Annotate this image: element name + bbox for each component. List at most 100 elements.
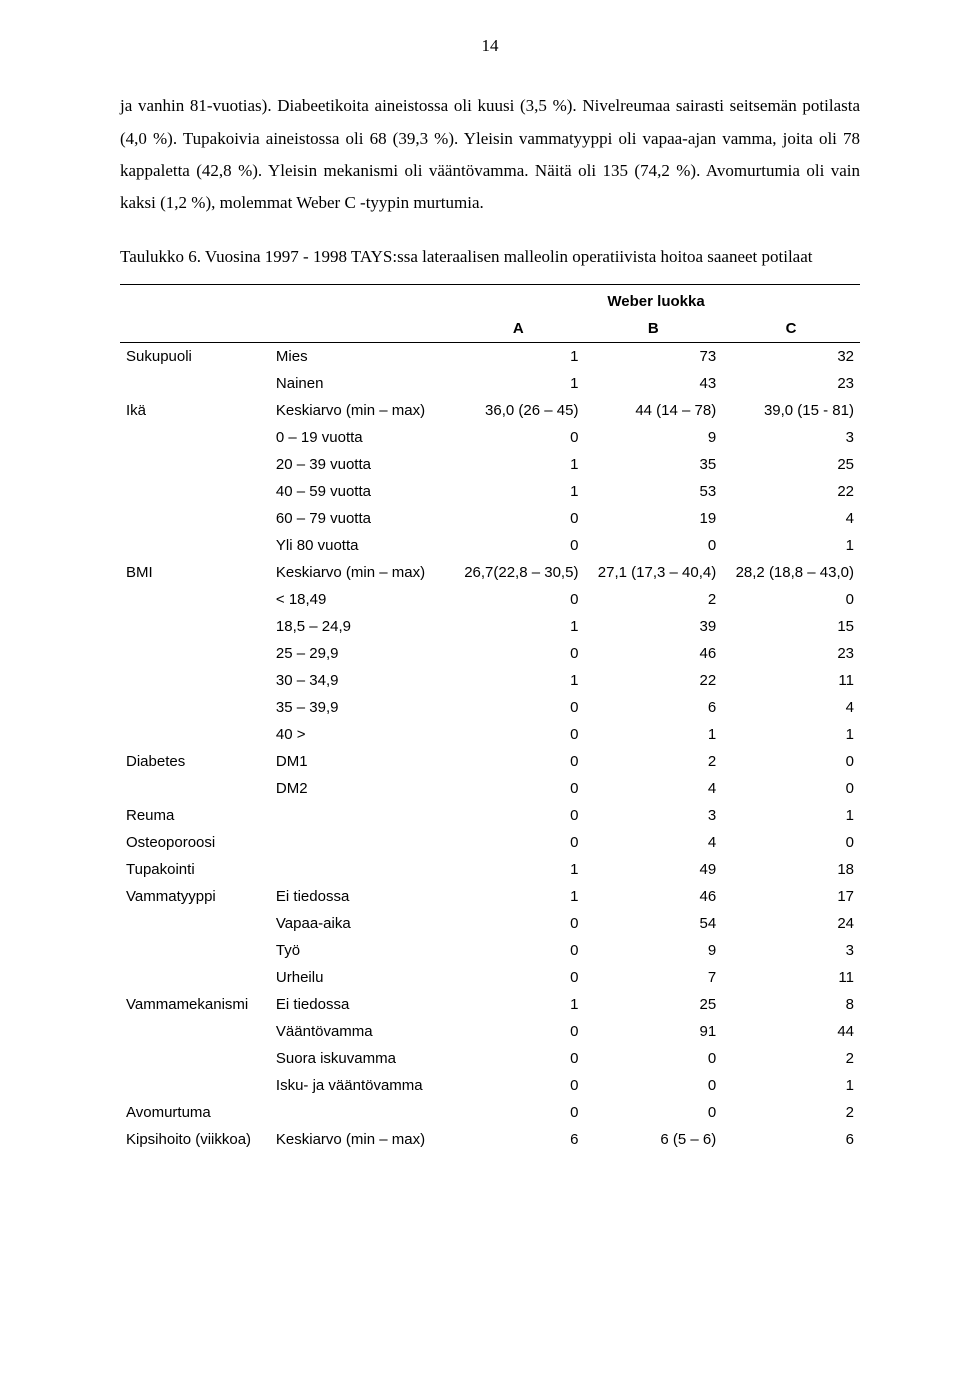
- table-header-blank2: [270, 284, 452, 315]
- cell-category: [120, 667, 270, 694]
- cell-value: 73: [584, 342, 722, 370]
- page-number: 14: [120, 30, 860, 62]
- cell-value: 46: [584, 883, 722, 910]
- table-row: Isku- ja vääntövamma001: [120, 1072, 860, 1099]
- cell-value: 4: [722, 694, 860, 721]
- cell-value: 4: [722, 505, 860, 532]
- cell-sub: 40 >: [270, 721, 452, 748]
- cell-category: BMI: [120, 559, 270, 586]
- cell-value: 0: [452, 1018, 584, 1045]
- table-row: < 18,49020: [120, 586, 860, 613]
- table-row: VammatyyppiEi tiedossa14617: [120, 883, 860, 910]
- cell-value: 4: [584, 829, 722, 856]
- cell-sub: 18,5 – 24,9: [270, 613, 452, 640]
- cell-category: [120, 1018, 270, 1045]
- table-row: Kipsihoito (viikkoa)Keskiarvo (min – max…: [120, 1126, 860, 1153]
- cell-value: 4: [584, 775, 722, 802]
- table-header-b: B: [584, 315, 722, 343]
- cell-value: 0: [452, 721, 584, 748]
- cell-sub: [270, 829, 452, 856]
- table-row: Vapaa-aika05424: [120, 910, 860, 937]
- table-row: BMIKeskiarvo (min – max)26,7(22,8 – 30,5…: [120, 559, 860, 586]
- cell-category: [120, 586, 270, 613]
- cell-value: 28,2 (18,8 – 43,0): [722, 559, 860, 586]
- cell-category: Vammatyyppi: [120, 883, 270, 910]
- cell-sub: 35 – 39,9: [270, 694, 452, 721]
- table-row: 18,5 – 24,913915: [120, 613, 860, 640]
- table-row: IkäKeskiarvo (min – max)36,0 (26 – 45)44…: [120, 397, 860, 424]
- cell-value: 2: [584, 748, 722, 775]
- cell-value: 0: [452, 748, 584, 775]
- table-row: Reuma031: [120, 802, 860, 829]
- cell-value: 3: [584, 802, 722, 829]
- cell-value: 23: [722, 370, 860, 397]
- table-caption: Taulukko 6. Vuosina 1997 - 1998 TAYS:ssa…: [120, 241, 860, 273]
- cell-category: Diabetes: [120, 748, 270, 775]
- cell-category: [120, 721, 270, 748]
- cell-sub: Mies: [270, 342, 452, 370]
- cell-sub: Työ: [270, 937, 452, 964]
- cell-category: [120, 964, 270, 991]
- cell-category: [120, 1045, 270, 1072]
- cell-category: [120, 910, 270, 937]
- table-row: Osteoporoosi040: [120, 829, 860, 856]
- table-row: 30 – 34,912211: [120, 667, 860, 694]
- cell-value: 27,1 (17,3 – 40,4): [584, 559, 722, 586]
- table-row: Nainen14323: [120, 370, 860, 397]
- cell-value: 0: [452, 910, 584, 937]
- table-body: SukupuoliMies17332Nainen14323IkäKeskiarv…: [120, 342, 860, 1153]
- cell-value: 1: [452, 856, 584, 883]
- cell-category: Vammamekanismi: [120, 991, 270, 1018]
- cell-value: 54: [584, 910, 722, 937]
- cell-value: 1: [452, 991, 584, 1018]
- cell-value: 8: [722, 991, 860, 1018]
- cell-value: 6: [452, 1126, 584, 1153]
- cell-value: 6: [722, 1126, 860, 1153]
- cell-value: 0: [452, 775, 584, 802]
- cell-sub: Urheilu: [270, 964, 452, 991]
- table-row: Vääntövamma09144: [120, 1018, 860, 1045]
- cell-value: 0: [452, 802, 584, 829]
- cell-sub: DM2: [270, 775, 452, 802]
- cell-category: [120, 937, 270, 964]
- cell-value: 0: [452, 937, 584, 964]
- cell-value: 22: [584, 667, 722, 694]
- cell-sub: 30 – 34,9: [270, 667, 452, 694]
- cell-value: 0: [584, 1099, 722, 1126]
- cell-category: [120, 451, 270, 478]
- cell-value: 0: [722, 775, 860, 802]
- cell-sub: [270, 1099, 452, 1126]
- cell-value: 0: [452, 1045, 584, 1072]
- table-row: 20 – 39 vuotta13525: [120, 451, 860, 478]
- table-row: 60 – 79 vuotta0194: [120, 505, 860, 532]
- cell-sub: Keskiarvo (min – max): [270, 559, 452, 586]
- cell-value: 3: [722, 424, 860, 451]
- table-row: SukupuoliMies17332: [120, 342, 860, 370]
- cell-value: 7: [584, 964, 722, 991]
- cell-value: 0: [722, 829, 860, 856]
- cell-value: 0: [452, 505, 584, 532]
- cell-value: 15: [722, 613, 860, 640]
- cell-value: 22: [722, 478, 860, 505]
- table-header-blank3: [120, 315, 270, 343]
- cell-sub: [270, 856, 452, 883]
- cell-value: 18: [722, 856, 860, 883]
- cell-value: 25: [722, 451, 860, 478]
- cell-category: [120, 640, 270, 667]
- table-row: Työ093: [120, 937, 860, 964]
- cell-value: 0: [584, 532, 722, 559]
- cell-sub: Isku- ja vääntövamma: [270, 1072, 452, 1099]
- cell-sub: 60 – 79 vuotta: [270, 505, 452, 532]
- table-row: 40 >011: [120, 721, 860, 748]
- cell-value: 1: [452, 613, 584, 640]
- table-row: Yli 80 vuotta001: [120, 532, 860, 559]
- cell-category: Reuma: [120, 802, 270, 829]
- cell-sub: Ei tiedossa: [270, 883, 452, 910]
- cell-value: 0: [584, 1072, 722, 1099]
- cell-category: [120, 370, 270, 397]
- cell-category: [120, 613, 270, 640]
- cell-category: [120, 1072, 270, 1099]
- cell-sub: 40 – 59 vuotta: [270, 478, 452, 505]
- cell-sub: Suora iskuvamma: [270, 1045, 452, 1072]
- table-row: 25 – 29,904623: [120, 640, 860, 667]
